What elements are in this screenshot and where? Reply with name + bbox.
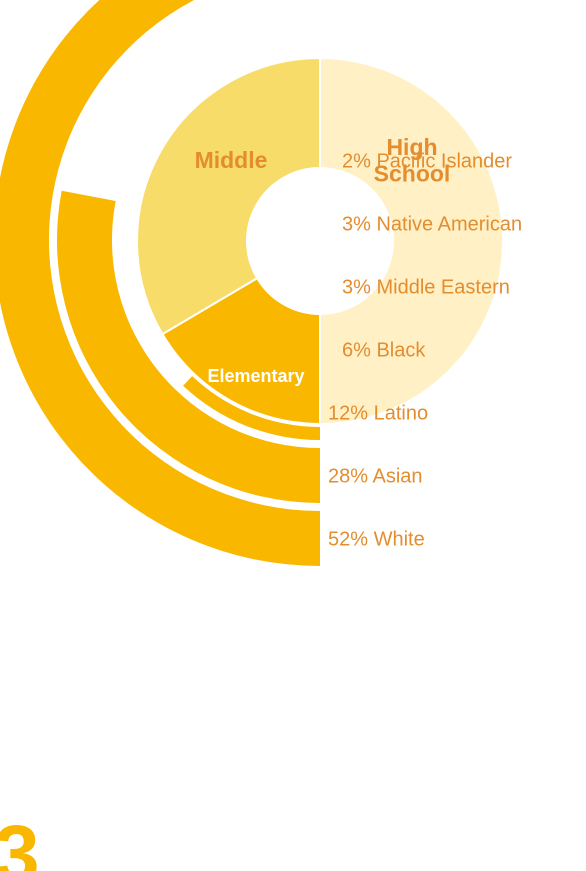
label-black: 6% Black: [342, 340, 426, 362]
slice-label-high-school: High School: [374, 134, 451, 186]
category-labels: High School Elementary Middle: [195, 134, 451, 386]
ethnicity-labels: 52% White 28% Asian 12% Latino 6% Black 3% M…: [328, 151, 522, 551]
label-asian: 28% Asian: [328, 466, 423, 488]
donut-hole: [247, 168, 393, 314]
label-white: 52% White: [328, 529, 425, 551]
logo: 3: [0, 809, 40, 871]
donut-chart: [134, 55, 506, 427]
slice-label-middle: Middle: [195, 147, 268, 173]
label-latino: 12% Latino: [328, 403, 428, 425]
label-middle-eastern: 3% Middle Eastern: [342, 277, 510, 299]
label-pacific-islander: 2% Pacific Islander: [342, 151, 512, 173]
bar-white: [0, 0, 320, 566]
logo-glyph: 3: [0, 809, 40, 871]
slice-label-elementary: Elementary: [207, 366, 304, 386]
bar-asian: [57, 190, 320, 503]
label-native-american: 3% Native American: [342, 214, 522, 236]
